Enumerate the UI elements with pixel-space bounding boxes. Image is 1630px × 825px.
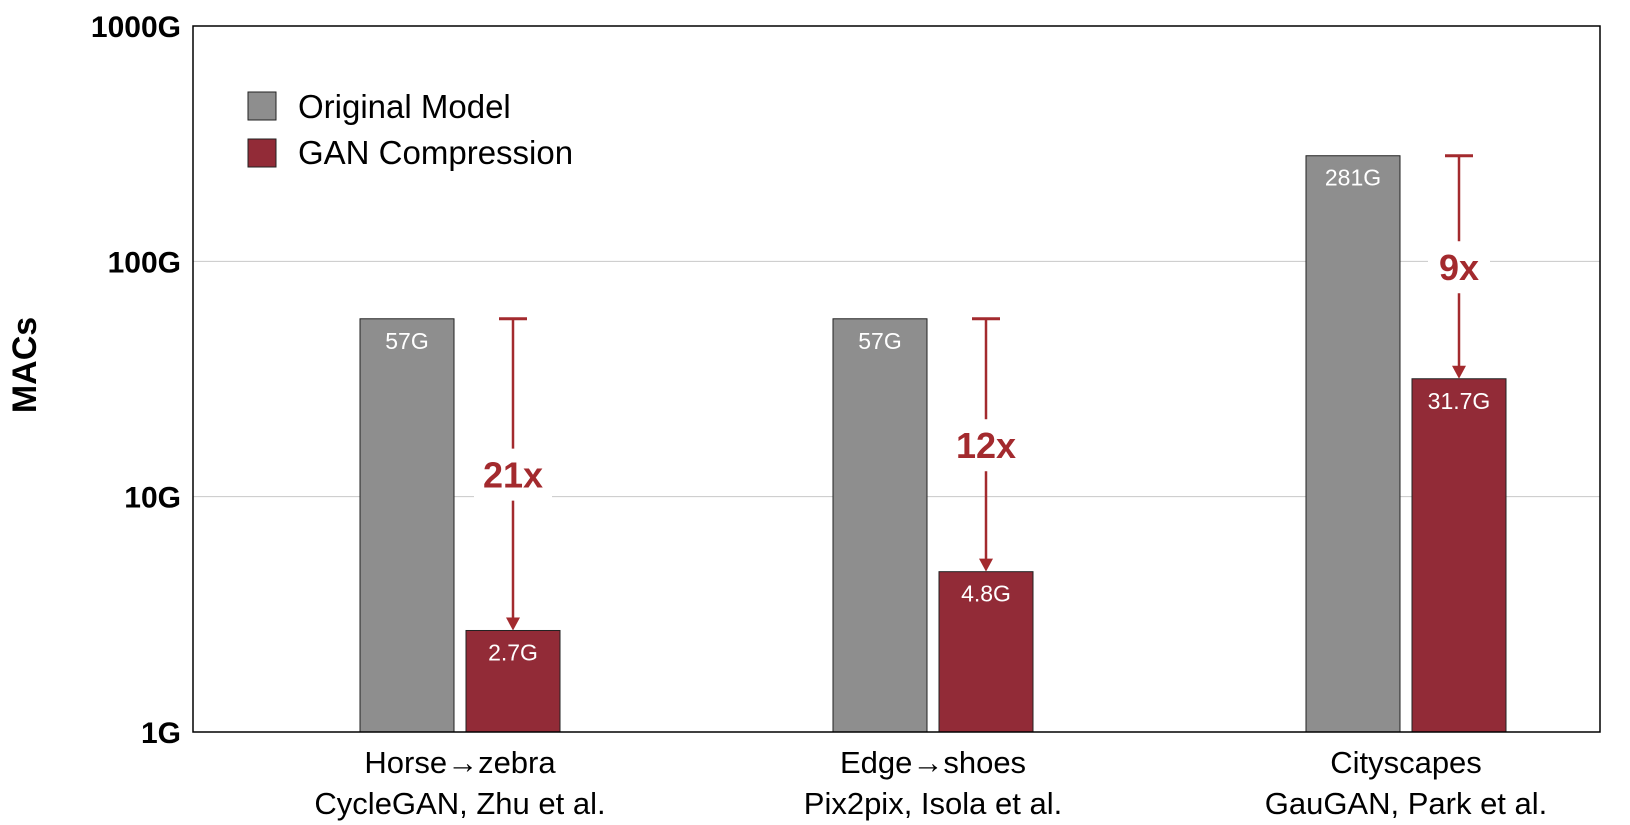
y-tick-100g: 100G <box>108 246 181 279</box>
y-tick-1000g: 1000G <box>91 11 181 44</box>
reduction-arrow-2: 12x <box>947 317 1025 572</box>
bar-label-original-model-1: 57G <box>385 328 428 354</box>
bars: 57G 2.7G 57G 4.8G 281G 31.7G <box>359 155 1507 733</box>
bar-gan-compression-3 <box>1411 378 1507 733</box>
bar-original-model-2 <box>832 318 928 733</box>
y-tick-10g: 10G <box>124 482 181 515</box>
y-tick-1g: 1G <box>141 717 181 750</box>
category-sublabel-1: CycleGAN, Zhu et al. <box>314 786 605 821</box>
x-axis-categories: Horse→zebra CycleGAN, Zhu et al. Edge→shoe… <box>314 745 1547 821</box>
legend-swatch-original-model <box>247 91 277 121</box>
bar-original-model-3 <box>1305 155 1401 733</box>
legend-label-original-model: Original Model <box>298 88 511 125</box>
legend-label-gan-compression: GAN Compression <box>298 134 573 171</box>
bar-label-gan-compression-1: 2.7G <box>488 639 538 665</box>
category-sublabel-3: GauGAN, Park et al. <box>1265 786 1548 821</box>
bar-gan-compression-1 <box>465 629 561 733</box>
reduction-label-3: 9x <box>1439 247 1479 288</box>
reduction-arrow-1: 21x <box>474 317 552 631</box>
category-label-3: Cityscapes <box>1330 745 1482 780</box>
reduction-label-2: 12x <box>956 425 1016 466</box>
category-label-1: Horse→zebra <box>364 745 556 780</box>
legend: Original Model GAN Compression <box>247 88 573 171</box>
bar-label-gan-compression-2: 4.8G <box>961 581 1011 607</box>
bar-label-gan-compression-3: 31.7G <box>1428 388 1491 414</box>
reduction-annotations: 21x 12x 9x <box>474 154 1490 631</box>
bar-label-original-model-2: 57G <box>858 328 901 354</box>
plot-frame <box>192 25 1601 733</box>
reduction-label-1: 21x <box>483 455 543 496</box>
category-sublabel-2: Pix2pix, Isola et al. <box>804 786 1062 821</box>
y-axis-label: MACs <box>6 317 44 413</box>
bar-label-original-model-3: 281G <box>1325 165 1381 191</box>
bar-original-model-1 <box>359 318 455 733</box>
y-axis-ticks: 1G 10G 100G 1000G <box>91 11 181 750</box>
reduction-arrow-3: 9x <box>1428 154 1490 379</box>
legend-swatch-gan-compression <box>247 138 277 168</box>
category-label-2: Edge→shoes <box>840 745 1026 780</box>
